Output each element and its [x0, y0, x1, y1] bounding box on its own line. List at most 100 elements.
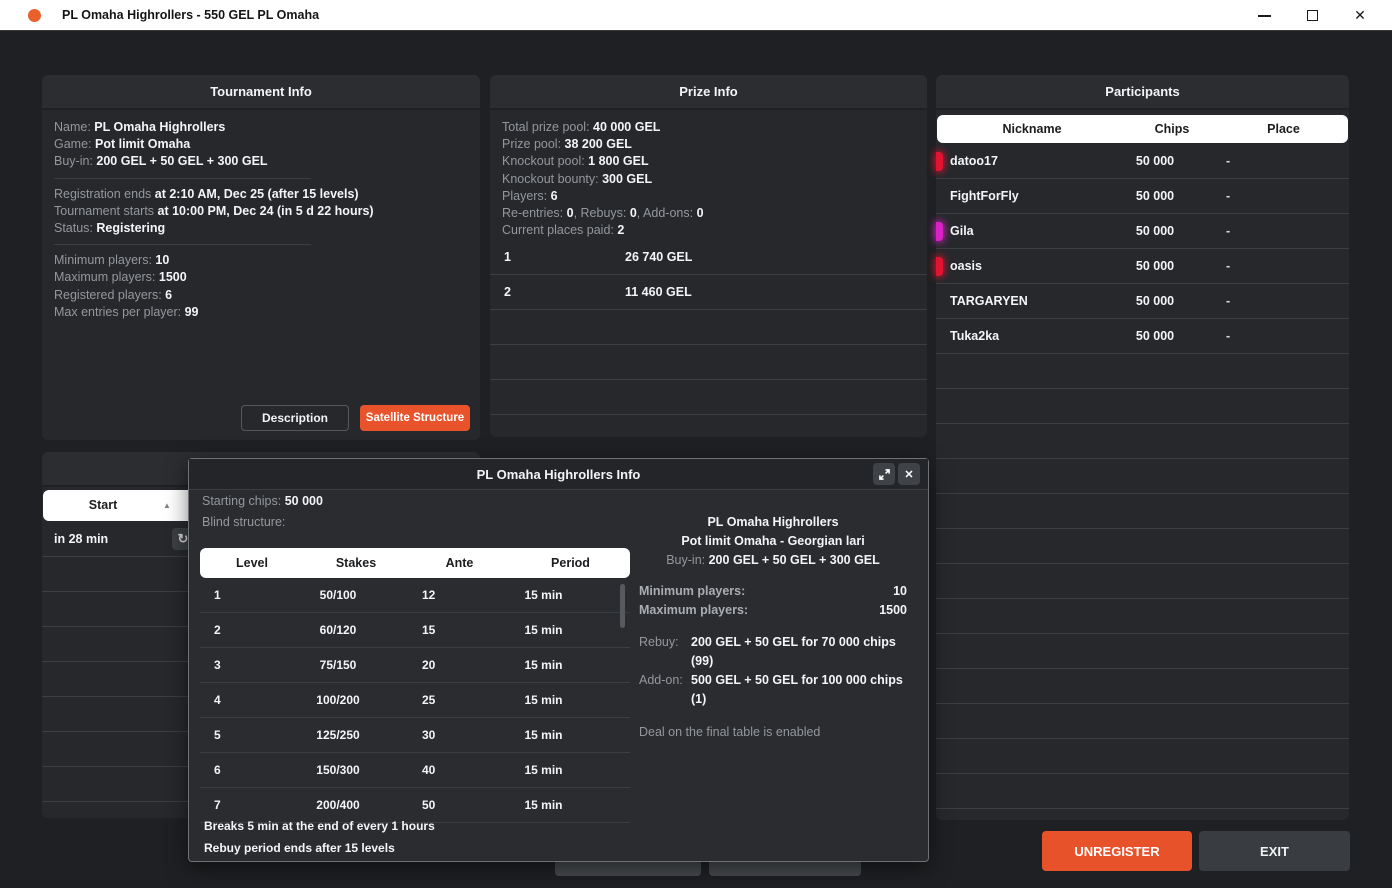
blind-table-rows: 1 50/100 12 15 min 2 60/120 15 15 min 3	[200, 578, 630, 823]
blind-stakes: 100/200	[316, 693, 360, 707]
summary-rebuy: Rebuy: 200 GEL + 50 GEL for 70 000 chips…	[639, 633, 907, 671]
participant-row[interactable]: Gila 50 000 -	[936, 214, 1349, 249]
summary-addon: Add-on: 500 GEL + 50 GEL for 100 000 chi…	[639, 671, 907, 709]
prize-info-title: Prize Info	[490, 75, 927, 108]
participant-nickname: Tuka2ka	[950, 329, 1000, 343]
participant-chips: 50 000	[1135, 259, 1175, 273]
min-players-label: Minimum players:	[639, 584, 746, 598]
participant-row[interactable]: TARGARYEN 50 000 -	[936, 284, 1349, 319]
sort-asc-icon[interactable]: ▲	[163, 501, 171, 510]
blind-period: 15 min	[524, 658, 563, 672]
participant-row[interactable]: oasis 50 000 -	[936, 249, 1349, 284]
payout-place: 2	[504, 285, 511, 299]
player-status-badge	[936, 257, 943, 276]
description-button[interactable]: Description	[241, 405, 349, 431]
addon-value: 500 GEL + 50 GEL for 100 000 chips (1)	[691, 673, 903, 706]
modal-title: PL Omaha Highrollers Info	[476, 466, 641, 482]
maximize-button[interactable]	[1288, 0, 1336, 31]
expand-button[interactable]	[873, 463, 895, 485]
summary-game-currency: Pot limit Omaha - Georgian lari	[681, 534, 865, 548]
expand-icon	[878, 468, 890, 480]
tournament-info-modal: PL Omaha Highrollers Info ✕ Starting chi…	[188, 458, 929, 862]
player-status-badge	[936, 222, 943, 241]
blind-level-row: 5 125/250 30 15 min	[200, 718, 630, 753]
participant-nickname: Gila	[950, 224, 974, 238]
blind-structure-table: Level Stakes Ante Period 1 50/100 12 15 min…	[200, 548, 630, 823]
blind-stakes: 200/400	[316, 798, 360, 812]
blind-ante: 50	[422, 798, 436, 812]
exit-button[interactable]: EXIT	[1199, 831, 1350, 871]
blind-ante: 20	[422, 658, 436, 672]
participants-panel: Participants Nickname Chips Place datoo17 …	[936, 75, 1349, 820]
participant-nickname: FightForFly	[950, 189, 1019, 203]
blind-level: 3	[214, 658, 221, 672]
blind-column-header: Stakes	[335, 556, 377, 570]
participant-chips: 50 000	[1135, 294, 1175, 308]
payout-list: 1 26 740 GEL 2 11 460 GEL	[490, 240, 927, 310]
tournament-info-buttons: Description Satellite Structure	[241, 405, 470, 431]
start-column-header[interactable]: Start	[88, 498, 118, 512]
max-players-label: Maximum players:	[639, 603, 749, 617]
unregister-button[interactable]: UNREGISTER	[1042, 831, 1192, 871]
participant-row[interactable]: FightForFly 50 000 -	[936, 179, 1349, 214]
tournament-info-body: Name: PL Omaha Highrollers Game: Pot limi…	[42, 110, 480, 440]
max-players-value: 1500	[879, 603, 907, 617]
blind-ante: 12	[422, 588, 436, 602]
structure-notes: Breaks 5 min at the end of every 1 hours…	[204, 815, 435, 859]
close-icon: ✕	[1354, 7, 1366, 23]
column-header[interactable]: Chips	[1154, 122, 1190, 136]
payout-row: 1 26 740 GEL	[490, 240, 927, 275]
participant-chips: 50 000	[1135, 189, 1175, 203]
participant-chips: 50 000	[1135, 224, 1175, 238]
prize-info-panel: Prize Info Total prize pool: 40 000 GEL P…	[490, 75, 927, 437]
blind-period: 15 min	[524, 623, 563, 637]
payout-amount: 26 740 GEL	[625, 250, 693, 264]
blind-structure-label: Blind structure:	[202, 515, 286, 529]
blind-level-row: 3 75/150 20 15 min	[200, 648, 630, 683]
blind-ante: 15	[422, 623, 436, 637]
participants-title: Participants	[936, 75, 1349, 108]
rebuy-label: Rebuy:	[639, 635, 679, 649]
payout-place: 1	[504, 250, 511, 264]
close-button[interactable]: ✕	[1336, 0, 1384, 31]
participant-nickname: oasis	[950, 259, 982, 273]
blind-table-scrollbar[interactable]	[620, 584, 625, 628]
blind-period: 15 min	[524, 588, 563, 602]
tournament-info-lines: Name: PL Omaha Highrollers Game: Pot limi…	[54, 120, 374, 319]
participant-place: -	[1226, 294, 1231, 308]
participant-chips: 50 000	[1135, 329, 1175, 343]
starting-chips-line: Starting chips: 50 000	[202, 494, 323, 508]
prize-info-lines: Total prize pool: 40 000 GEL Prize pool: …	[502, 120, 704, 238]
blind-column-header: Ante	[445, 556, 474, 570]
summary-buyin-line: Buy-in: 200 GEL + 50 GEL + 300 GEL	[666, 553, 880, 567]
player-status-badge	[936, 152, 943, 171]
blind-stakes: 150/300	[316, 763, 360, 777]
modal-header: PL Omaha Highrollers Info ✕	[189, 459, 928, 490]
minimize-button[interactable]	[1240, 0, 1288, 31]
blind-level-row: 1 50/100 12 15 min	[200, 578, 630, 613]
participant-place: -	[1226, 224, 1231, 238]
modal-close-icon: ✕	[904, 468, 914, 481]
participant-row[interactable]: datoo17 50 000 -	[936, 144, 1349, 179]
blind-level: 6	[214, 763, 221, 777]
blind-level-row: 6 150/300 40 15 min	[200, 753, 630, 788]
participants-empty-rows	[936, 354, 1349, 820]
blind-ante: 30	[422, 728, 436, 742]
participant-chips: 50 000	[1135, 154, 1175, 168]
column-header[interactable]: Place	[1267, 122, 1300, 136]
blind-level-row: 4 100/200 25 15 min	[200, 683, 630, 718]
participant-place: -	[1226, 329, 1231, 343]
rebuy-value: 200 GEL + 50 GEL for 70 000 chips (99)	[691, 635, 896, 668]
participants-column-headers[interactable]: Nickname Chips Place	[937, 115, 1348, 143]
column-header[interactable]: Nickname	[1002, 122, 1062, 136]
start-countdown: in 28 min	[54, 532, 109, 546]
satellite-structure-button[interactable]: Satellite Structure	[360, 405, 470, 431]
payout-amount: 11 460 GEL	[625, 285, 692, 299]
participant-row[interactable]: Tuka2ka 50 000 -	[936, 319, 1349, 354]
blind-column-header: Period	[551, 556, 590, 570]
window-controls: ✕	[1240, 0, 1384, 31]
modal-close-button[interactable]: ✕	[898, 463, 920, 485]
modal-buttons: ✕	[873, 463, 920, 485]
deal-note: Deal on the final table is enabled	[639, 725, 821, 739]
